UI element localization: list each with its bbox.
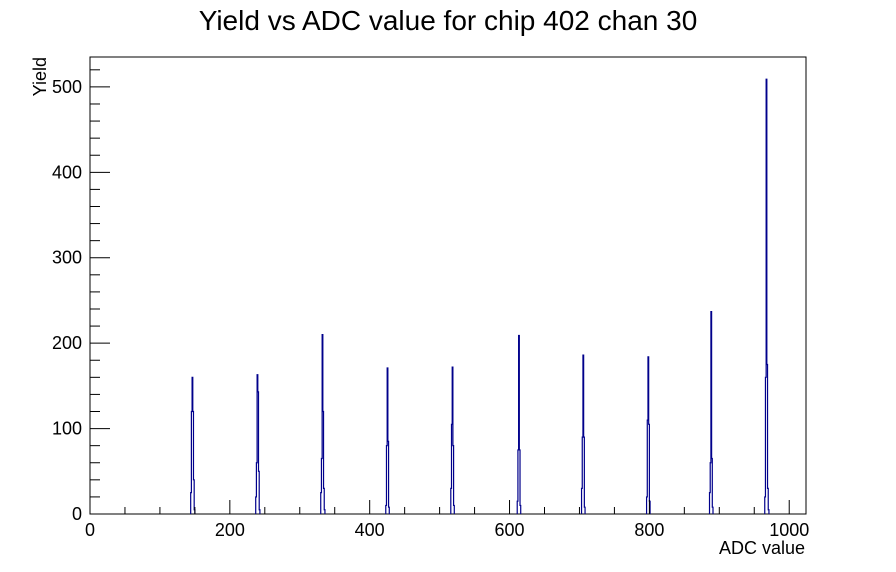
histogram-peak	[320, 334, 326, 514]
histogram-peak	[450, 366, 455, 514]
histogram-peak	[385, 367, 390, 514]
histogram-peak	[255, 374, 261, 514]
histogram-peak	[645, 356, 651, 514]
x-tick-label: 200	[215, 520, 245, 540]
x-tick-label: 800	[634, 520, 664, 540]
x-tick-label: 600	[495, 520, 525, 540]
plot-frame	[89, 56, 807, 515]
chart-title: Yield vs ADC value for chip 402 chan 30	[199, 5, 698, 36]
y-tick-label: 0	[72, 504, 82, 524]
x-axis: 0 200 400 600 800 1000	[85, 500, 809, 540]
y-axis: 0 100 200 300 400 500	[52, 69, 110, 524]
y-tick-label: 100	[52, 419, 82, 439]
x-tick-label: 400	[355, 520, 385, 540]
histogram-peak	[708, 310, 714, 514]
histogram-peak	[190, 376, 196, 514]
histogram-bars	[190, 78, 770, 514]
x-axis-label: ADC value	[719, 538, 805, 558]
y-tick-label: 200	[52, 333, 82, 353]
histogram-peak	[764, 78, 770, 514]
x-tick-label: 1000	[769, 520, 809, 540]
histogram-peak	[516, 334, 522, 514]
y-tick-label: 300	[52, 248, 82, 268]
histogram-peak	[580, 354, 586, 514]
y-tick-label: 500	[52, 77, 82, 97]
y-tick-label: 400	[52, 162, 82, 182]
x-tick-label: 0	[85, 520, 95, 540]
y-axis-label: Yield	[30, 57, 50, 96]
